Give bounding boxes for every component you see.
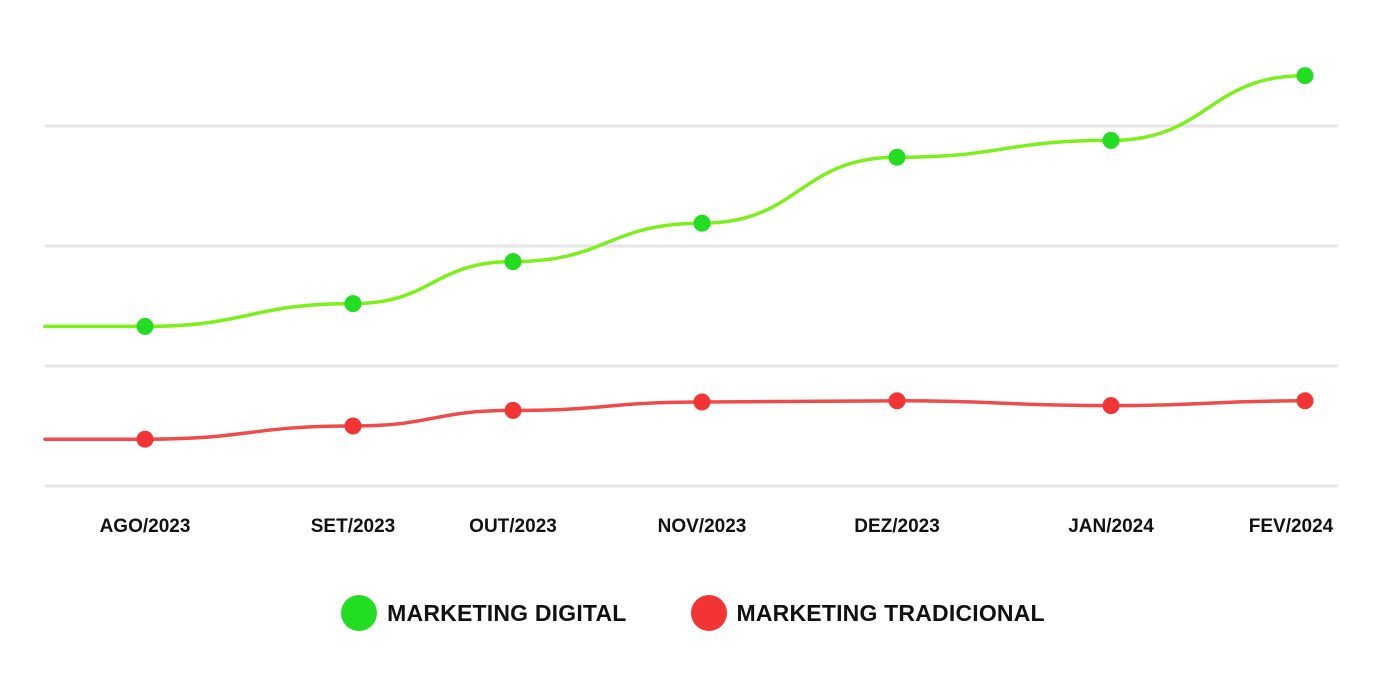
legend-label-digital: MARKETING DIGITAL (387, 599, 627, 626)
legend-label-tradicional: MARKETING TRADICIONAL (736, 599, 1045, 626)
legend-item-tradicional: MARKETING TRADICIONAL (690, 595, 1045, 631)
data-point-tradicional (136, 430, 154, 448)
x-tick-label: OUT/2023 (469, 516, 557, 537)
series-line-digital (43, 73, 1307, 329)
data-point-tradicional (344, 417, 362, 435)
data-point-digital (136, 317, 154, 335)
legend-marker-tradicional (690, 595, 727, 631)
data-point-digital (344, 295, 362, 313)
x-tick-label: NOV/2023 (658, 516, 747, 537)
x-tick-label: DEZ/2023 (854, 516, 940, 537)
grid-lines (45, 124, 1338, 488)
data-point-tradicional (693, 393, 711, 411)
series-line-tradicional (43, 399, 1307, 441)
data-point-tradicional (1102, 397, 1120, 415)
x-axis-tick-labels: AGO/2023 SET/2023 OUT/2023 NOV/2023 DEZ/2023… (100, 516, 1334, 537)
data-point-digital (693, 214, 711, 232)
data-point-digital (504, 253, 522, 271)
chart-legend: MARKETING DIGITAL MARKETING TRADICIONAL (0, 588, 1386, 638)
data-point-tradicional (504, 401, 522, 419)
data-point-digital (1296, 67, 1314, 85)
x-tick-label: SET/2023 (311, 516, 396, 537)
series-markers (136, 67, 1314, 448)
legend-marker-digital (341, 595, 378, 631)
legend-item-digital: MARKETING DIGITAL (341, 595, 626, 631)
x-tick-label: FEV/2024 (1249, 516, 1334, 537)
data-point-digital (1102, 131, 1120, 149)
x-tick-label: JAN/2024 (1068, 516, 1154, 537)
data-point-tradicional (1296, 392, 1314, 410)
series-lines (43, 73, 1307, 441)
data-point-digital (888, 148, 906, 166)
x-tick-label: AGO/2023 (100, 516, 191, 537)
data-point-tradicional (888, 392, 906, 410)
